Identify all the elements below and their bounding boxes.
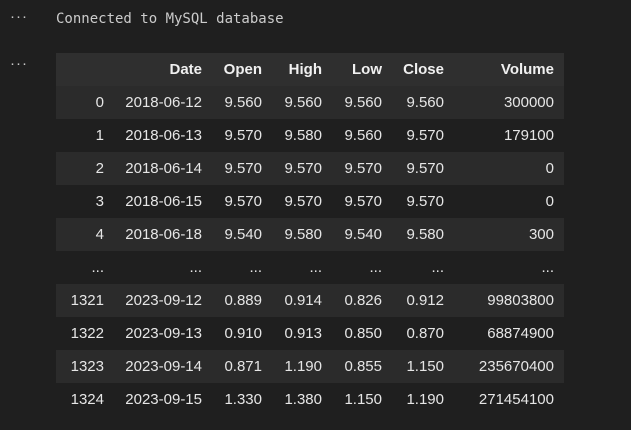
- row-index: 1321: [56, 284, 114, 317]
- cell-volume: 300000: [454, 86, 564, 119]
- row-index: 0: [56, 86, 114, 119]
- column-header-high: High: [272, 53, 332, 86]
- cell-open: ...: [212, 251, 272, 284]
- cell-high: 0.913: [272, 317, 332, 350]
- cell-low: 9.560: [332, 86, 392, 119]
- cell-close: 9.570: [392, 185, 454, 218]
- table-row: 2 2018-06-14 9.570 9.570 9.570 9.570 0: [56, 152, 564, 185]
- cell-low: 9.560: [332, 119, 392, 152]
- cell-low: 0.850: [332, 317, 392, 350]
- column-header-date: Date: [114, 53, 212, 86]
- table-row: 1324 2023-09-15 1.330 1.380 1.150 1.190 …: [56, 383, 564, 416]
- cell-low: 0.855: [332, 350, 392, 383]
- cell-close: ...: [392, 251, 454, 284]
- cell-volume: 99803800: [454, 284, 564, 317]
- cell-volume: 300: [454, 218, 564, 251]
- table-row: 1 2018-06-13 9.570 9.580 9.560 9.570 179…: [56, 119, 564, 152]
- cell-low: 9.570: [332, 152, 392, 185]
- row-index: 1: [56, 119, 114, 152]
- cell-open: 0.889: [212, 284, 272, 317]
- cell-low: 1.150: [332, 383, 392, 416]
- cell-high: 9.570: [272, 152, 332, 185]
- cell-output-dataframe: ··· Date Open High Low Close Volume 0 20…: [0, 48, 631, 428]
- cell-date: 2018-06-12: [114, 86, 212, 119]
- cell-open: 0.871: [212, 350, 272, 383]
- cell-volume: ...: [454, 251, 564, 284]
- row-index: 1324: [56, 383, 114, 416]
- cell-open: 9.570: [212, 185, 272, 218]
- dataframe-table: Date Open High Low Close Volume 0 2018-0…: [56, 53, 564, 416]
- row-index: 1323: [56, 350, 114, 383]
- cell-open: 0.910: [212, 317, 272, 350]
- cell-date: 2018-06-13: [114, 119, 212, 152]
- cell-volume: 179100: [454, 119, 564, 152]
- cell-close: 0.870: [392, 317, 454, 350]
- cell-low: 9.540: [332, 218, 392, 251]
- cell-high: 9.560: [272, 86, 332, 119]
- cell-output-stream: ··· Connected to MySQL database: [0, 0, 631, 40]
- cell-low: ...: [332, 251, 392, 284]
- table-row: 0 2018-06-12 9.560 9.560 9.560 9.560 300…: [56, 86, 564, 119]
- stream-output-text: Connected to MySQL database: [56, 11, 284, 27]
- cell-close: 9.570: [392, 152, 454, 185]
- column-header-open: Open: [212, 53, 272, 86]
- cell-date: 2018-06-18: [114, 218, 212, 251]
- cell-high: 1.380: [272, 383, 332, 416]
- cell-high: 0.914: [272, 284, 332, 317]
- cell-date: 2023-09-14: [114, 350, 212, 383]
- cell-open: 9.540: [212, 218, 272, 251]
- output-menu-icon[interactable]: ···: [10, 8, 28, 25]
- cell-close: 9.580: [392, 218, 454, 251]
- output-menu-icon[interactable]: ···: [10, 55, 28, 72]
- cell-open: 9.570: [212, 119, 272, 152]
- cell-close: 1.150: [392, 350, 454, 383]
- table-row: 3 2018-06-15 9.570 9.570 9.570 9.570 0: [56, 185, 564, 218]
- cell-low: 9.570: [332, 185, 392, 218]
- cell-open: 9.570: [212, 152, 272, 185]
- row-index: 1322: [56, 317, 114, 350]
- table-row: 1323 2023-09-14 0.871 1.190 0.855 1.150 …: [56, 350, 564, 383]
- cell-high: ...: [272, 251, 332, 284]
- cell-close: 0.912: [392, 284, 454, 317]
- cell-date: 2018-06-14: [114, 152, 212, 185]
- row-index: ...: [56, 251, 114, 284]
- cell-date: 2023-09-12: [114, 284, 212, 317]
- cell-close: 1.190: [392, 383, 454, 416]
- table-row: 1321 2023-09-12 0.889 0.914 0.826 0.912 …: [56, 284, 564, 317]
- index-header: [56, 53, 114, 86]
- cell-high: 9.580: [272, 218, 332, 251]
- column-header-volume: Volume: [454, 53, 564, 86]
- cell-open: 1.330: [212, 383, 272, 416]
- cell-high: 1.190: [272, 350, 332, 383]
- row-index: 4: [56, 218, 114, 251]
- cell-high: 9.570: [272, 185, 332, 218]
- cell-date: 2018-06-15: [114, 185, 212, 218]
- row-index: 3: [56, 185, 114, 218]
- cell-high: 9.580: [272, 119, 332, 152]
- table-row: 4 2018-06-18 9.540 9.580 9.540 9.580 300: [56, 218, 564, 251]
- table-header-row: Date Open High Low Close Volume: [56, 53, 564, 86]
- row-index: 2: [56, 152, 114, 185]
- cell-volume: 271454100: [454, 383, 564, 416]
- table-row: 1322 2023-09-13 0.910 0.913 0.850 0.870 …: [56, 317, 564, 350]
- cell-date: 2023-09-15: [114, 383, 212, 416]
- column-header-close: Close: [392, 53, 454, 86]
- cell-volume: 235670400: [454, 350, 564, 383]
- table-row-ellipsis: ... ... ... ... ... ... ...: [56, 251, 564, 284]
- cell-date: ...: [114, 251, 212, 284]
- cell-volume: 0: [454, 185, 564, 218]
- cell-low: 0.826: [332, 284, 392, 317]
- cell-volume: 68874900: [454, 317, 564, 350]
- cell-close: 9.560: [392, 86, 454, 119]
- cell-volume: 0: [454, 152, 564, 185]
- cell-open: 9.560: [212, 86, 272, 119]
- cell-date: 2023-09-13: [114, 317, 212, 350]
- column-header-low: Low: [332, 53, 392, 86]
- cell-close: 9.570: [392, 119, 454, 152]
